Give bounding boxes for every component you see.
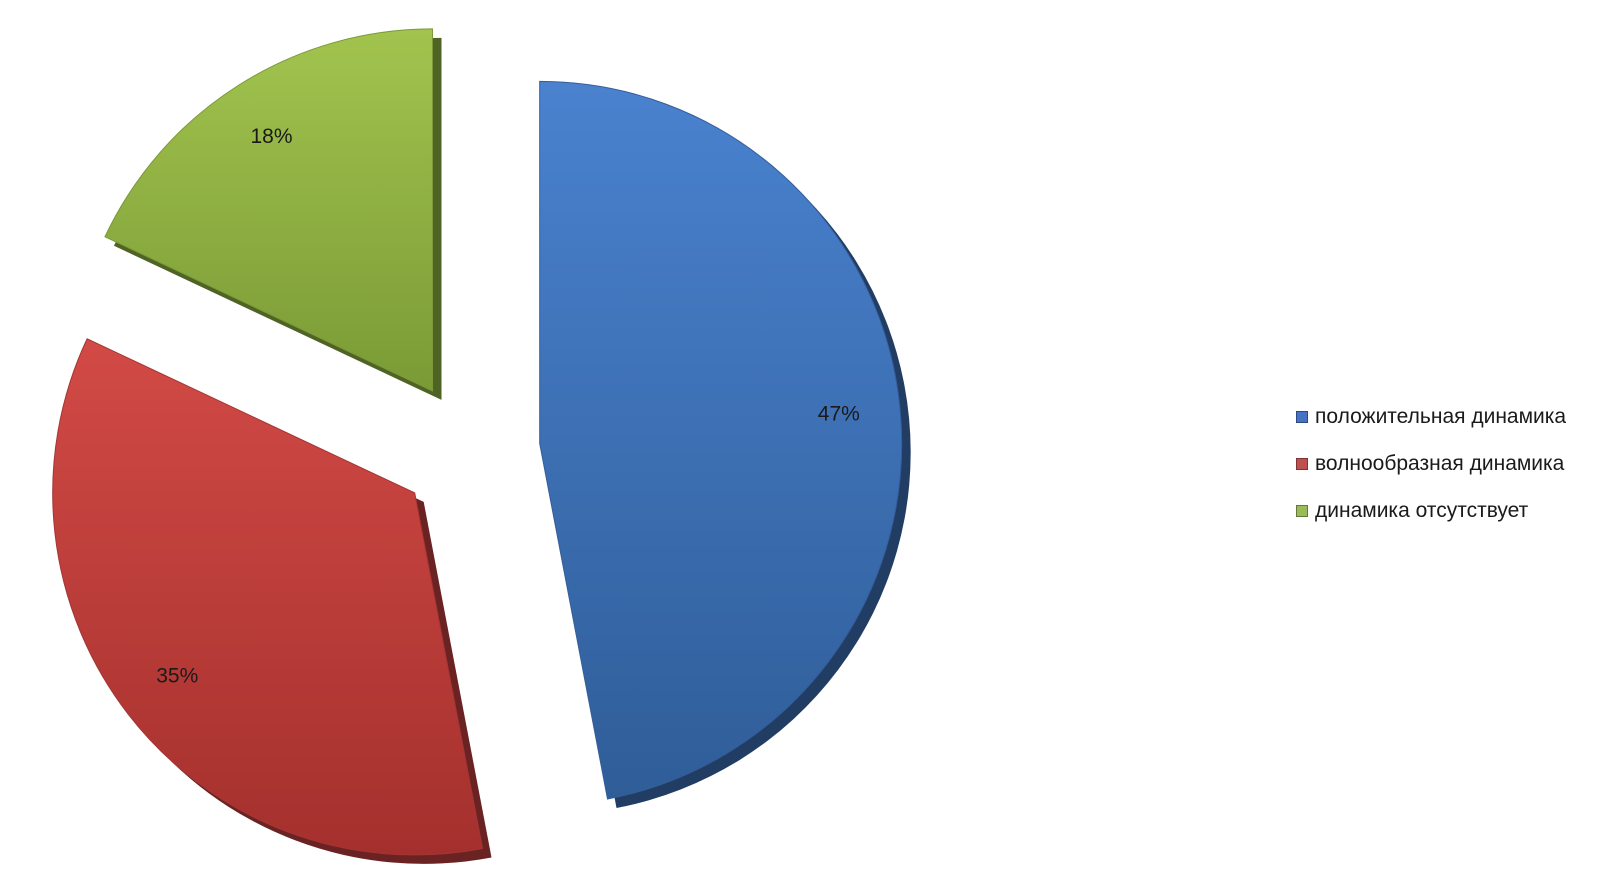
legend-item-none: динамика отсутствует bbox=[1296, 499, 1616, 523]
legend-label: положительная динамика bbox=[1315, 405, 1567, 428]
legend-item-wavy: волнообразная динамика bbox=[1296, 452, 1616, 476]
legend-item-positive: положительная динамика bbox=[1296, 405, 1616, 429]
slice-positive bbox=[539, 80, 911, 809]
legend-label: волнообразная динамика bbox=[1315, 452, 1565, 475]
data-label-wavy: 35% bbox=[156, 665, 198, 688]
slice-none bbox=[104, 28, 442, 400]
legend: положительная динамика волнообразная дин… bbox=[1296, 405, 1616, 546]
data-label-none: 18% bbox=[250, 125, 292, 148]
slice-positive-face bbox=[539, 80, 903, 800]
legend-swatch-green bbox=[1296, 505, 1308, 517]
slice-wavy bbox=[52, 338, 492, 864]
slice-wavy-face bbox=[52, 338, 484, 856]
data-label-positive: 47% bbox=[818, 403, 860, 426]
slice-none-face bbox=[104, 28, 433, 392]
legend-swatch-red bbox=[1296, 458, 1308, 470]
legend-swatch-blue bbox=[1296, 411, 1308, 423]
legend-label: динамика отсутствует bbox=[1315, 499, 1529, 522]
